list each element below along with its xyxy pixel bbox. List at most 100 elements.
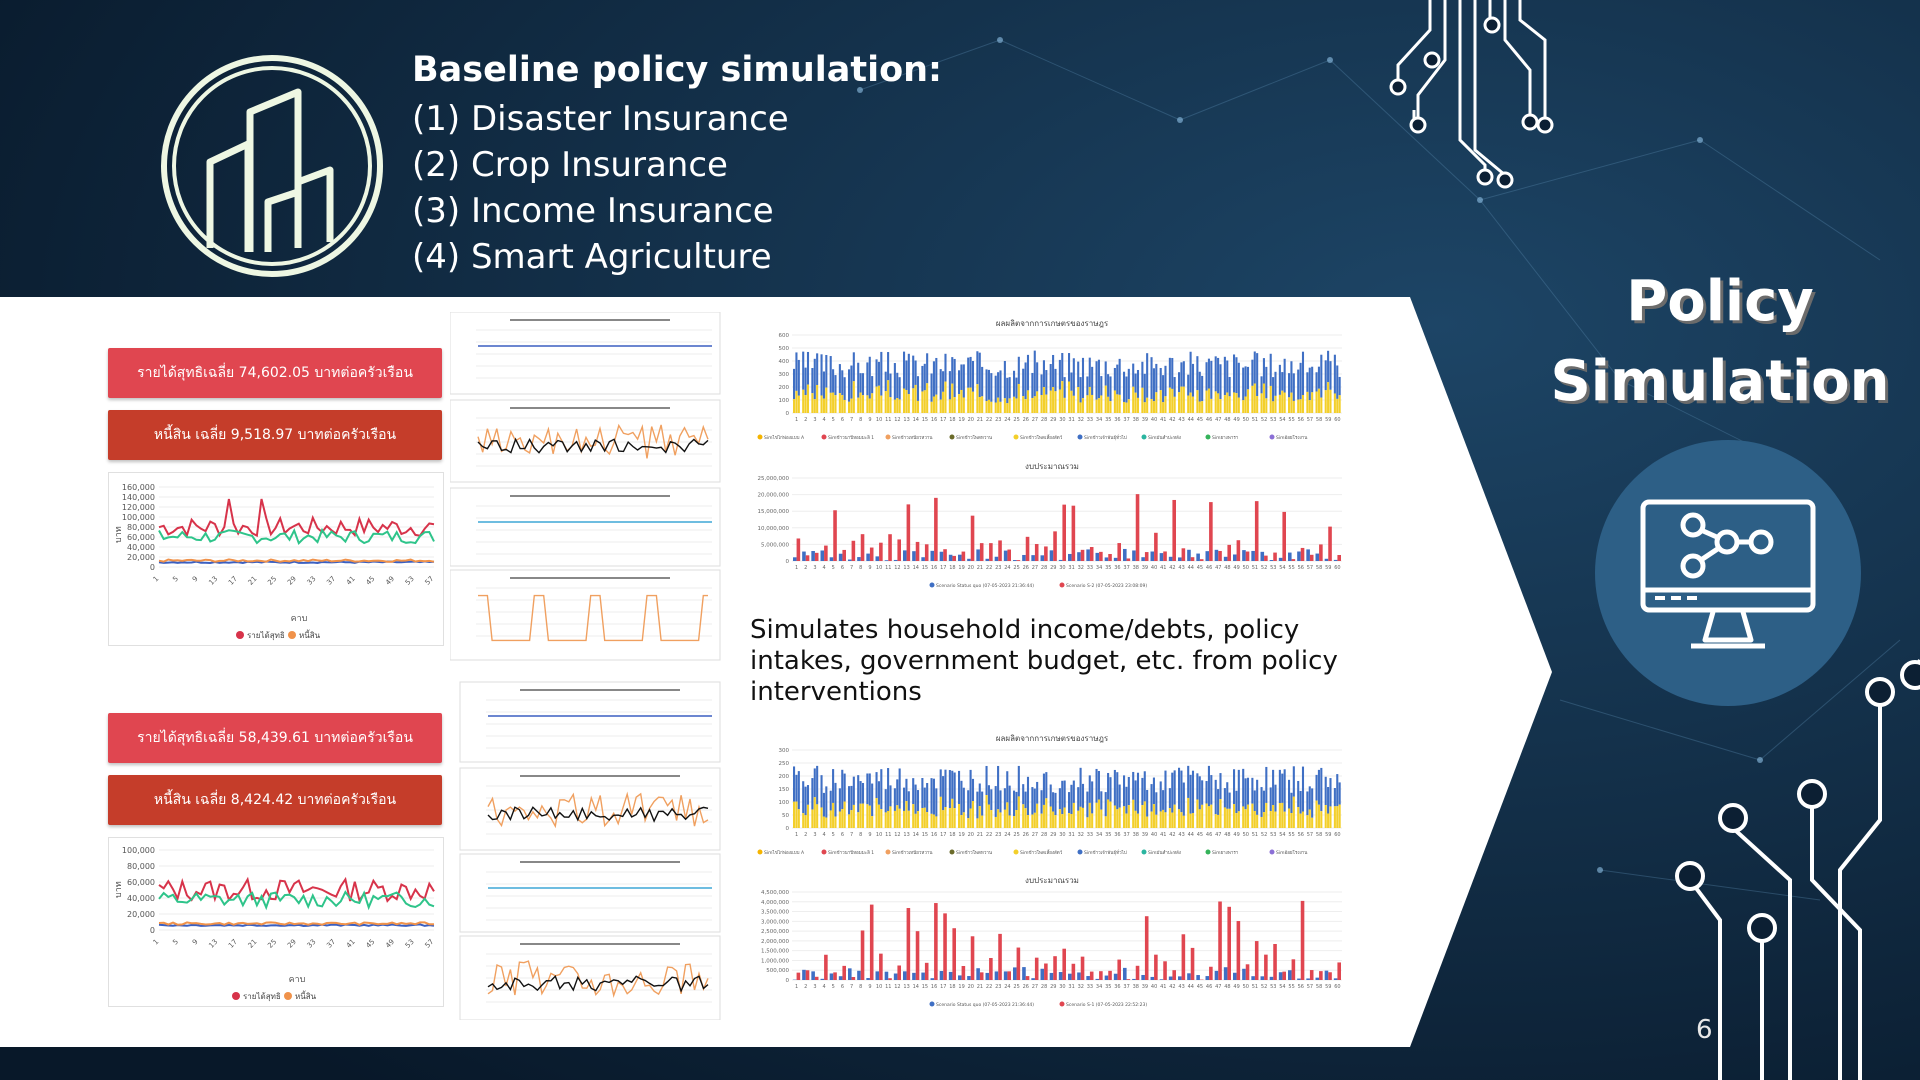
bar-segment	[990, 810, 993, 828]
bar-segment	[1134, 392, 1137, 413]
bar-segment	[1164, 365, 1167, 397]
bar-segment	[1269, 787, 1272, 812]
bar-segment	[907, 393, 910, 413]
bar-segment	[1217, 393, 1220, 413]
bar-segment	[1299, 399, 1302, 413]
bar-segment	[944, 769, 947, 807]
bar	[1159, 979, 1164, 980]
bar-segment	[953, 358, 956, 398]
bar-segment	[967, 387, 970, 413]
legend-dot	[949, 849, 955, 855]
bar-segment	[1189, 351, 1192, 393]
bar-segment	[1022, 784, 1025, 805]
bar-segment	[1306, 372, 1309, 392]
bar-segment	[1329, 806, 1332, 828]
bar-segment	[1226, 782, 1229, 809]
bar-segment	[1327, 787, 1330, 814]
x-tick: 60	[1334, 565, 1340, 571]
x-tick: 3	[813, 984, 816, 990]
bar	[1016, 947, 1021, 980]
bar-segment	[1146, 397, 1149, 413]
bar	[930, 978, 935, 980]
y-tick: 20,000	[127, 553, 155, 562]
mini-series	[477, 437, 709, 454]
x-tick: 29	[1050, 565, 1056, 571]
bar-segment	[1182, 386, 1185, 413]
x-tick: 7	[850, 832, 853, 838]
bar-segment	[1146, 353, 1149, 398]
bar-segment	[1086, 791, 1089, 818]
bar-segment	[1336, 774, 1339, 807]
bar-segment	[1333, 393, 1336, 413]
bar	[970, 936, 975, 980]
legend-debt-dot	[288, 631, 296, 639]
y-tick: 500	[779, 346, 790, 352]
bar-segment	[838, 811, 841, 828]
bar-segment	[1031, 787, 1034, 815]
y-tick: 160,000	[122, 483, 155, 492]
x-tick: 30	[1059, 832, 1065, 838]
bar-segment	[898, 399, 901, 413]
bar-segment	[896, 398, 899, 413]
bar-segment	[1045, 370, 1048, 395]
bar-segment	[907, 810, 910, 828]
x-tick: 37	[325, 575, 337, 587]
bar	[1040, 555, 1045, 561]
bar-segment	[1223, 395, 1226, 413]
bar	[884, 971, 889, 980]
y-tick: 2,500,000	[761, 929, 789, 935]
bar	[1242, 550, 1246, 561]
bar-segment	[898, 377, 901, 400]
bar-segment	[1162, 402, 1165, 413]
legend-dot	[821, 434, 827, 440]
bar-segment	[1246, 389, 1250, 413]
x-tick: 44	[1188, 832, 1194, 838]
bar-segment	[930, 813, 933, 828]
bar	[1324, 558, 1329, 561]
bar	[1044, 546, 1048, 561]
mini-chart-frame	[459, 853, 721, 933]
bar-segment	[1040, 790, 1043, 814]
bar-segment	[976, 384, 979, 413]
bar-segment	[976, 351, 979, 385]
bar-segment	[797, 359, 800, 396]
bar-segment	[1081, 807, 1085, 828]
bar-segment	[987, 369, 990, 400]
bar-segment	[1127, 776, 1130, 806]
x-tick: 18	[949, 832, 955, 838]
x-tick: 9	[868, 984, 871, 990]
x-tick: 4	[822, 984, 825, 990]
bar-segment	[1150, 399, 1153, 413]
chart-title: งบประมาณรวม	[1025, 876, 1079, 885]
bar-segment	[1338, 804, 1341, 828]
bar-segment	[1217, 789, 1220, 815]
bar-segment	[1118, 358, 1121, 395]
bar-segment	[1256, 814, 1259, 828]
bar-segment	[951, 770, 954, 799]
bar	[1236, 921, 1241, 980]
bar-segment	[1173, 804, 1176, 828]
mini-series	[487, 806, 709, 823]
bar-segment	[889, 397, 892, 413]
bar	[1205, 976, 1210, 980]
bar-segment	[1097, 398, 1100, 413]
x-tick: 24	[1004, 832, 1010, 838]
x-tick: 25	[1013, 565, 1019, 571]
bar	[1108, 554, 1112, 561]
bar-segment	[905, 778, 908, 802]
bar-segment	[1301, 394, 1305, 413]
bar	[1013, 560, 1017, 561]
bar-segment	[802, 813, 805, 828]
bar	[1034, 957, 1039, 980]
bar-segment	[985, 765, 988, 796]
x-tick: 30	[1059, 565, 1065, 571]
income-debt-chart-top: 160,000 140,000 120,000 100,000 80,000 60,000…	[108, 472, 444, 646]
bar-segment	[1088, 802, 1091, 828]
bar-segment	[1091, 394, 1094, 413]
bar	[1016, 560, 1021, 561]
bar-segment	[1207, 806, 1210, 828]
x-tick: 14	[913, 417, 919, 423]
bar	[1040, 968, 1045, 980]
bar-segment	[962, 397, 965, 413]
bar-segment	[1306, 791, 1309, 816]
